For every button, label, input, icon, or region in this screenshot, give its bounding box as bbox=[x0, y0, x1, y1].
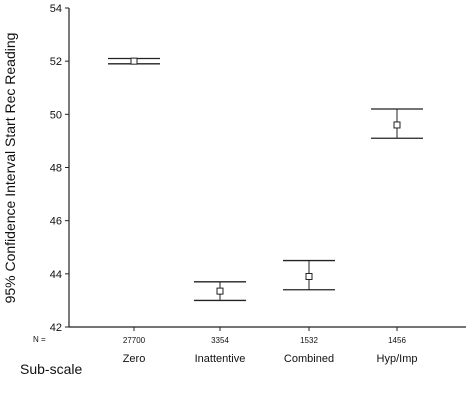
n-value-label: 1456 bbox=[388, 336, 406, 345]
error-bar-inattentive bbox=[194, 281, 246, 302]
error-bar-combined bbox=[283, 259, 335, 291]
error-bar-hyp-imp bbox=[371, 108, 423, 139]
mean-marker bbox=[393, 121, 401, 129]
category-label: Inattentive bbox=[195, 353, 246, 365]
y-tick-label: 44 bbox=[50, 269, 62, 281]
x-ticks: 27700 Zero 3354 Inattentive 1532 Combined 1456… bbox=[123, 327, 418, 365]
plot-area: 42 44 46 48 50 52 54 27700 Zero 3354 Inattentive 1… bbox=[50, 3, 466, 365]
y-tick-label: 50 bbox=[50, 109, 62, 121]
y-tick-label: 42 bbox=[50, 322, 62, 334]
n-label: N = bbox=[33, 335, 46, 344]
y-ticks: 42 44 46 48 50 52 54 bbox=[50, 3, 69, 334]
n-value-label: 27700 bbox=[123, 336, 146, 345]
n-value-label: 3354 bbox=[211, 336, 229, 345]
category-label: Hyp/Imp bbox=[377, 353, 418, 365]
error-bar-zero bbox=[108, 57, 160, 65]
x-axis-title: Sub-scale bbox=[20, 361, 82, 377]
y-tick-label: 46 bbox=[50, 216, 62, 228]
y-tick-label: 54 bbox=[50, 3, 62, 15]
mean-marker bbox=[305, 272, 313, 280]
category-label: Zero bbox=[123, 353, 146, 365]
series-group bbox=[108, 57, 423, 302]
n-value-label: 1532 bbox=[300, 336, 318, 345]
y-tick-label: 52 bbox=[50, 56, 62, 68]
mean-marker bbox=[216, 287, 224, 295]
category-label: Combined bbox=[284, 353, 334, 365]
y-axis-title: 95% Confidence Interval Start Rec Readin… bbox=[2, 33, 18, 304]
mean-marker bbox=[130, 57, 138, 65]
y-tick-label: 48 bbox=[50, 163, 62, 175]
